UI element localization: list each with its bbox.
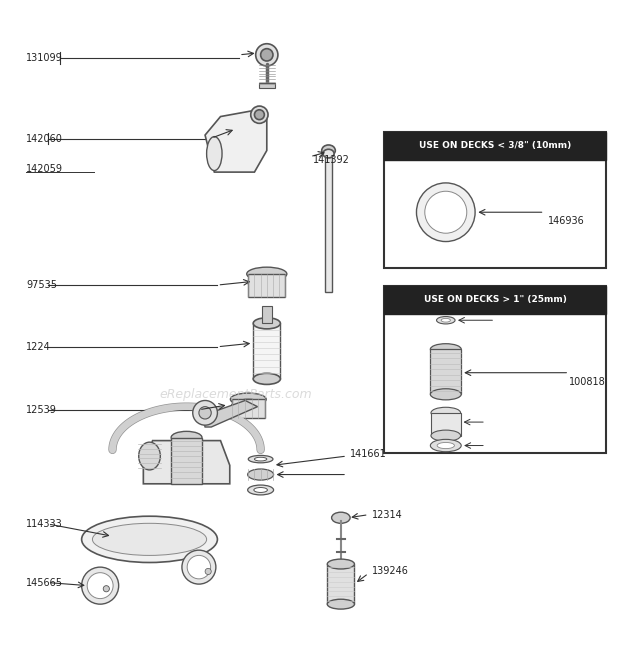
FancyBboxPatch shape — [384, 132, 606, 268]
Ellipse shape — [430, 344, 461, 355]
Ellipse shape — [253, 373, 280, 384]
Bar — [248, 274, 285, 297]
Ellipse shape — [231, 393, 266, 405]
Ellipse shape — [430, 440, 461, 451]
Bar — [171, 438, 202, 484]
Circle shape — [260, 49, 273, 61]
Ellipse shape — [254, 457, 267, 461]
FancyBboxPatch shape — [384, 286, 606, 314]
Text: 114333: 114333 — [26, 519, 63, 529]
Ellipse shape — [205, 568, 211, 575]
FancyBboxPatch shape — [384, 132, 606, 159]
Ellipse shape — [436, 316, 455, 324]
Ellipse shape — [187, 556, 211, 579]
Polygon shape — [143, 441, 230, 484]
Ellipse shape — [425, 191, 467, 233]
Text: 100818: 100818 — [569, 377, 606, 387]
Text: 12314: 12314 — [372, 509, 402, 520]
Ellipse shape — [327, 599, 355, 609]
Ellipse shape — [248, 455, 273, 463]
Ellipse shape — [323, 150, 334, 158]
Ellipse shape — [87, 573, 113, 598]
Text: 141392: 141392 — [313, 155, 350, 165]
Ellipse shape — [431, 407, 461, 418]
Text: USE ON DECKS < 3/8" (10mm): USE ON DECKS < 3/8" (10mm) — [419, 141, 571, 150]
Circle shape — [199, 407, 211, 419]
Ellipse shape — [322, 145, 335, 156]
Ellipse shape — [82, 567, 118, 604]
Ellipse shape — [327, 559, 355, 569]
Text: 97535: 97535 — [26, 280, 57, 290]
Ellipse shape — [417, 183, 475, 242]
Text: 142059: 142059 — [26, 164, 63, 174]
Circle shape — [255, 43, 278, 66]
Text: 131099: 131099 — [26, 53, 63, 63]
Ellipse shape — [247, 485, 273, 495]
FancyBboxPatch shape — [384, 286, 606, 453]
Ellipse shape — [430, 389, 461, 400]
Text: 1224: 1224 — [26, 342, 51, 352]
Ellipse shape — [248, 275, 285, 291]
Text: 145665: 145665 — [26, 577, 63, 588]
Ellipse shape — [82, 516, 218, 563]
Text: 139246: 139246 — [372, 567, 409, 577]
Polygon shape — [205, 111, 267, 172]
Ellipse shape — [92, 523, 206, 556]
Bar — [259, 82, 275, 88]
Ellipse shape — [247, 469, 273, 480]
Ellipse shape — [254, 488, 267, 492]
Ellipse shape — [437, 442, 454, 449]
Text: 146936: 146936 — [547, 217, 585, 227]
Ellipse shape — [253, 318, 280, 329]
Bar — [431, 413, 461, 436]
Ellipse shape — [431, 430, 461, 442]
Ellipse shape — [171, 432, 202, 444]
Ellipse shape — [441, 318, 450, 322]
Text: eReplacementParts.com: eReplacementParts.com — [159, 387, 312, 401]
Text: 142060: 142060 — [26, 134, 63, 144]
Ellipse shape — [206, 136, 222, 171]
Ellipse shape — [182, 550, 216, 584]
Ellipse shape — [104, 586, 109, 592]
Polygon shape — [202, 401, 257, 427]
Bar — [327, 564, 355, 604]
Circle shape — [250, 106, 268, 123]
Bar — [325, 157, 332, 293]
Ellipse shape — [332, 512, 350, 523]
Ellipse shape — [247, 267, 287, 281]
Bar — [430, 349, 461, 394]
Circle shape — [254, 110, 264, 120]
Circle shape — [193, 401, 218, 425]
Bar — [232, 399, 265, 418]
Ellipse shape — [139, 442, 161, 470]
Bar — [262, 306, 272, 324]
Bar — [253, 324, 280, 379]
Ellipse shape — [231, 399, 265, 414]
Text: 12539: 12539 — [26, 405, 57, 415]
Text: 141661: 141661 — [350, 449, 387, 459]
Text: USE ON DECKS > 1" (25mm): USE ON DECKS > 1" (25mm) — [423, 295, 567, 304]
